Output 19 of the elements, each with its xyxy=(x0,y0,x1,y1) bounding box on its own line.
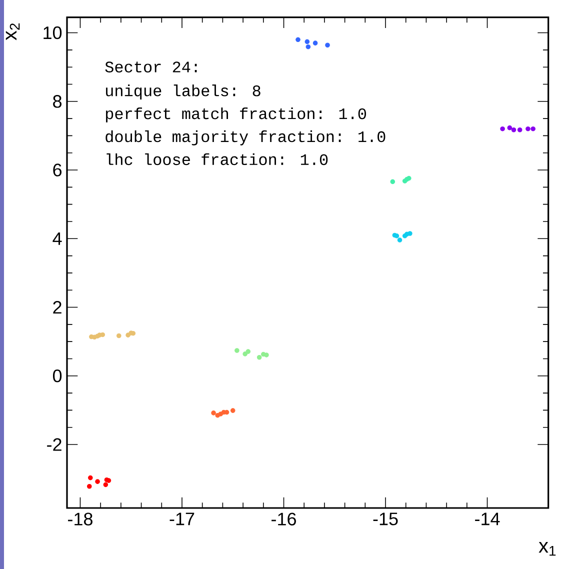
y-tick-label: 8 xyxy=(53,95,62,108)
x-tick-label: -14 xyxy=(475,512,500,526)
x-tick-label: -17 xyxy=(170,512,194,526)
x-axis-title: x$_{1}$ xyxy=(538,542,556,556)
y-tick-label: 2 xyxy=(53,300,62,314)
annotation: lhc loose fraction: 1.0 xyxy=(106,153,328,166)
x-tick-label: -18 xyxy=(68,512,92,526)
annotation: Sector 24: xyxy=(105,62,197,72)
annotation: double majority fraction: 1.0 xyxy=(106,130,386,146)
annotation: unique labels: 8 xyxy=(106,84,260,100)
y-tick-label: 0 xyxy=(52,370,62,382)
x-tick-label: -16 xyxy=(272,512,296,526)
y-tick-label: -2 xyxy=(47,438,62,451)
y-tick-label: 6 xyxy=(53,164,62,176)
y-axis-title: x$_{2}$ xyxy=(6,23,20,40)
annotation: perfect match fraction: 1.0 xyxy=(106,107,366,122)
y-tick-label: 10 xyxy=(44,26,62,40)
x-tick-label: -15 xyxy=(373,512,398,526)
y-tick-label: 4 xyxy=(52,232,62,245)
